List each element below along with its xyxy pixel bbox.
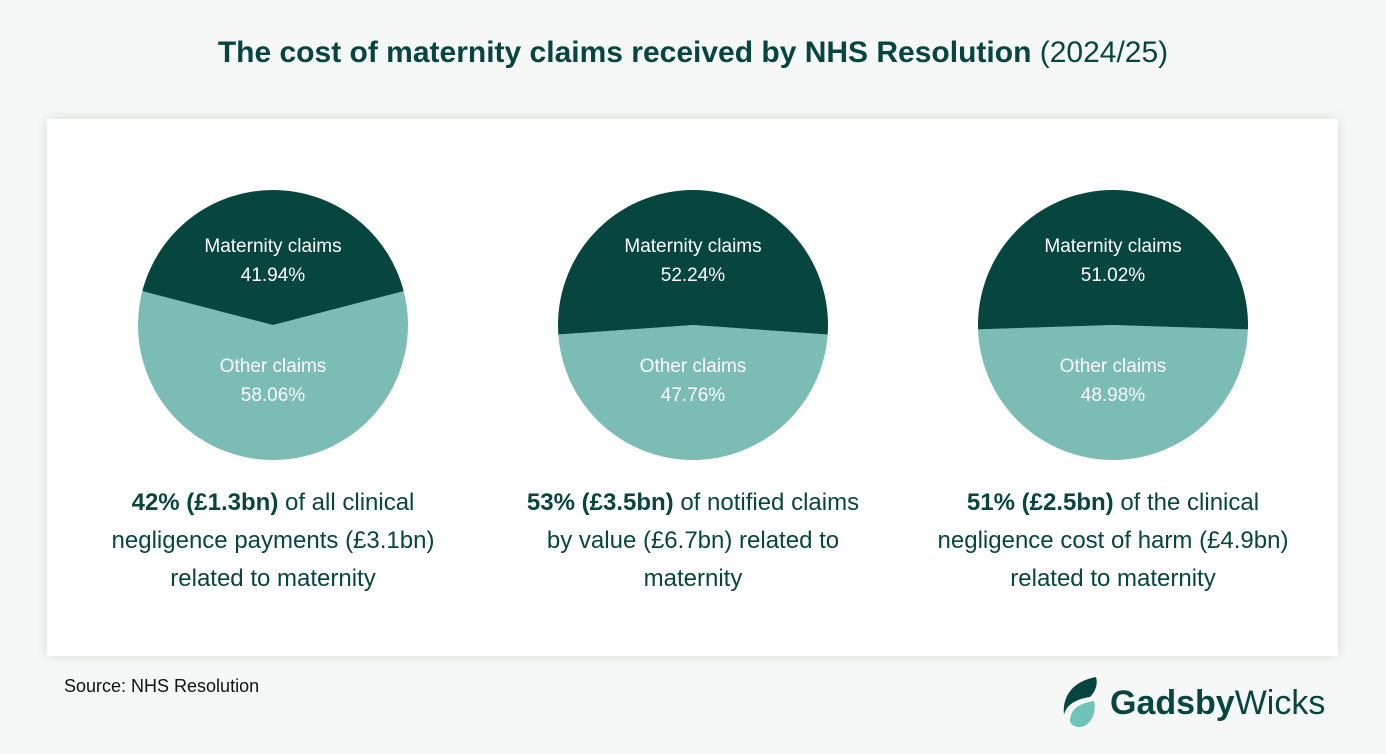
caption-word: clinical — [1187, 489, 1260, 516]
caption-highlight: 51% (£2.5bn) — [966, 489, 1114, 516]
caption-word: of — [680, 489, 701, 516]
caption-word: harm — [1137, 527, 1193, 554]
caption-text: of all clinical negligence payments (£3.… — [112, 489, 435, 592]
pie-slice-maternity — [142, 189, 404, 325]
caption-word: to — [250, 565, 271, 592]
caption-word: (£6.7bn) — [642, 527, 733, 554]
caption-word: related — [739, 527, 813, 554]
caption-word: the — [1147, 489, 1181, 516]
slice-value: 47.76% — [661, 385, 726, 406]
chart-card: Maternity claims 41.94% Other claims 58.06%… — [47, 119, 1338, 656]
slice-value: 48.98% — [1081, 385, 1146, 406]
slice-value: 52.24% — [661, 265, 726, 286]
pie-slice-other — [978, 325, 1248, 461]
caption-word: all — [311, 489, 336, 516]
caption-text: of the clinical negligence cost of harm … — [938, 489, 1289, 592]
caption-3: 51% (£2.5bn) of the clinical negligence … — [923, 484, 1303, 598]
caption-word: cost — [1060, 527, 1105, 554]
caption-highlight: 42% (£1.3bn) — [131, 489, 279, 516]
slice-value: 58.06% — [241, 385, 306, 406]
pie-charts: Maternity claims 41.94% Other claims 58.06%… — [138, 189, 1248, 461]
pie-slice-other — [138, 291, 409, 460]
pie-slice-maternity — [978, 190, 1248, 330]
caption-word: (£3.1bn) — [345, 527, 435, 554]
caption-word: related — [170, 565, 244, 592]
caption-1: 42% (£1.3bn) of all clinical negligence … — [83, 484, 463, 598]
chart-title: The cost of maternity claims received by… — [0, 36, 1386, 70]
caption-highlight: 53% (£3.5bn) — [526, 489, 674, 516]
caption-word: maternity — [277, 565, 376, 592]
caption-word: negligence — [111, 527, 228, 554]
slice-label: Other claims — [640, 356, 747, 377]
pie-slice-other — [558, 325, 828, 461]
caption-word: maternity — [1117, 565, 1216, 592]
caption-word: maternity — [643, 565, 743, 592]
source-note: Source: NHS Resolution — [64, 676, 260, 696]
gadsby-wicks-logo: GadsbyWicks — [1060, 675, 1325, 731]
slice-value: 41.94% — [241, 265, 306, 286]
slice-value: 51.02% — [1081, 265, 1146, 286]
caption-word: payments — [234, 527, 339, 554]
caption-word: to — [819, 527, 840, 554]
slice-label: Maternity claims — [204, 236, 341, 257]
caption-word: clinical — [342, 489, 415, 516]
caption-word: value — [578, 527, 637, 554]
caption-word: of — [1111, 527, 1132, 554]
caption-word: to — [1090, 565, 1111, 592]
caption-word: of — [1120, 489, 1141, 516]
slice-label: Other claims — [1060, 356, 1167, 377]
slice-label: Maternity claims — [624, 236, 761, 257]
caption-2: 53% (£3.5bn) of notified claims by value… — [523, 484, 863, 598]
caption-word: claims — [791, 489, 860, 516]
caption-word: of — [284, 489, 305, 516]
title-main: The cost of maternity claims received by… — [217, 36, 1032, 69]
slice-label: Maternity claims — [1044, 236, 1181, 257]
caption-word: related — [1010, 565, 1084, 592]
caption-text: of notified claims by value (£6.7bn) rel… — [547, 489, 859, 592]
pie-slice-maternity — [558, 190, 829, 335]
caption-word: notified — [707, 489, 785, 516]
slice-label: Other claims — [220, 356, 327, 377]
caption-word: negligence — [937, 527, 1054, 554]
caption-word: (£4.9bn) — [1199, 527, 1289, 554]
leaf-icon — [1063, 677, 1097, 728]
title-year: (2024/25) — [1039, 36, 1169, 69]
caption-word: by — [546, 527, 573, 554]
